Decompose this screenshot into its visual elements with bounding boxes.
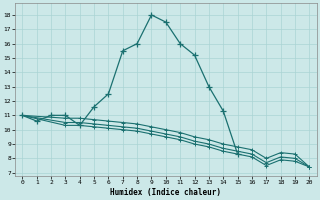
X-axis label: Humidex (Indice chaleur): Humidex (Indice chaleur): [110, 188, 221, 197]
